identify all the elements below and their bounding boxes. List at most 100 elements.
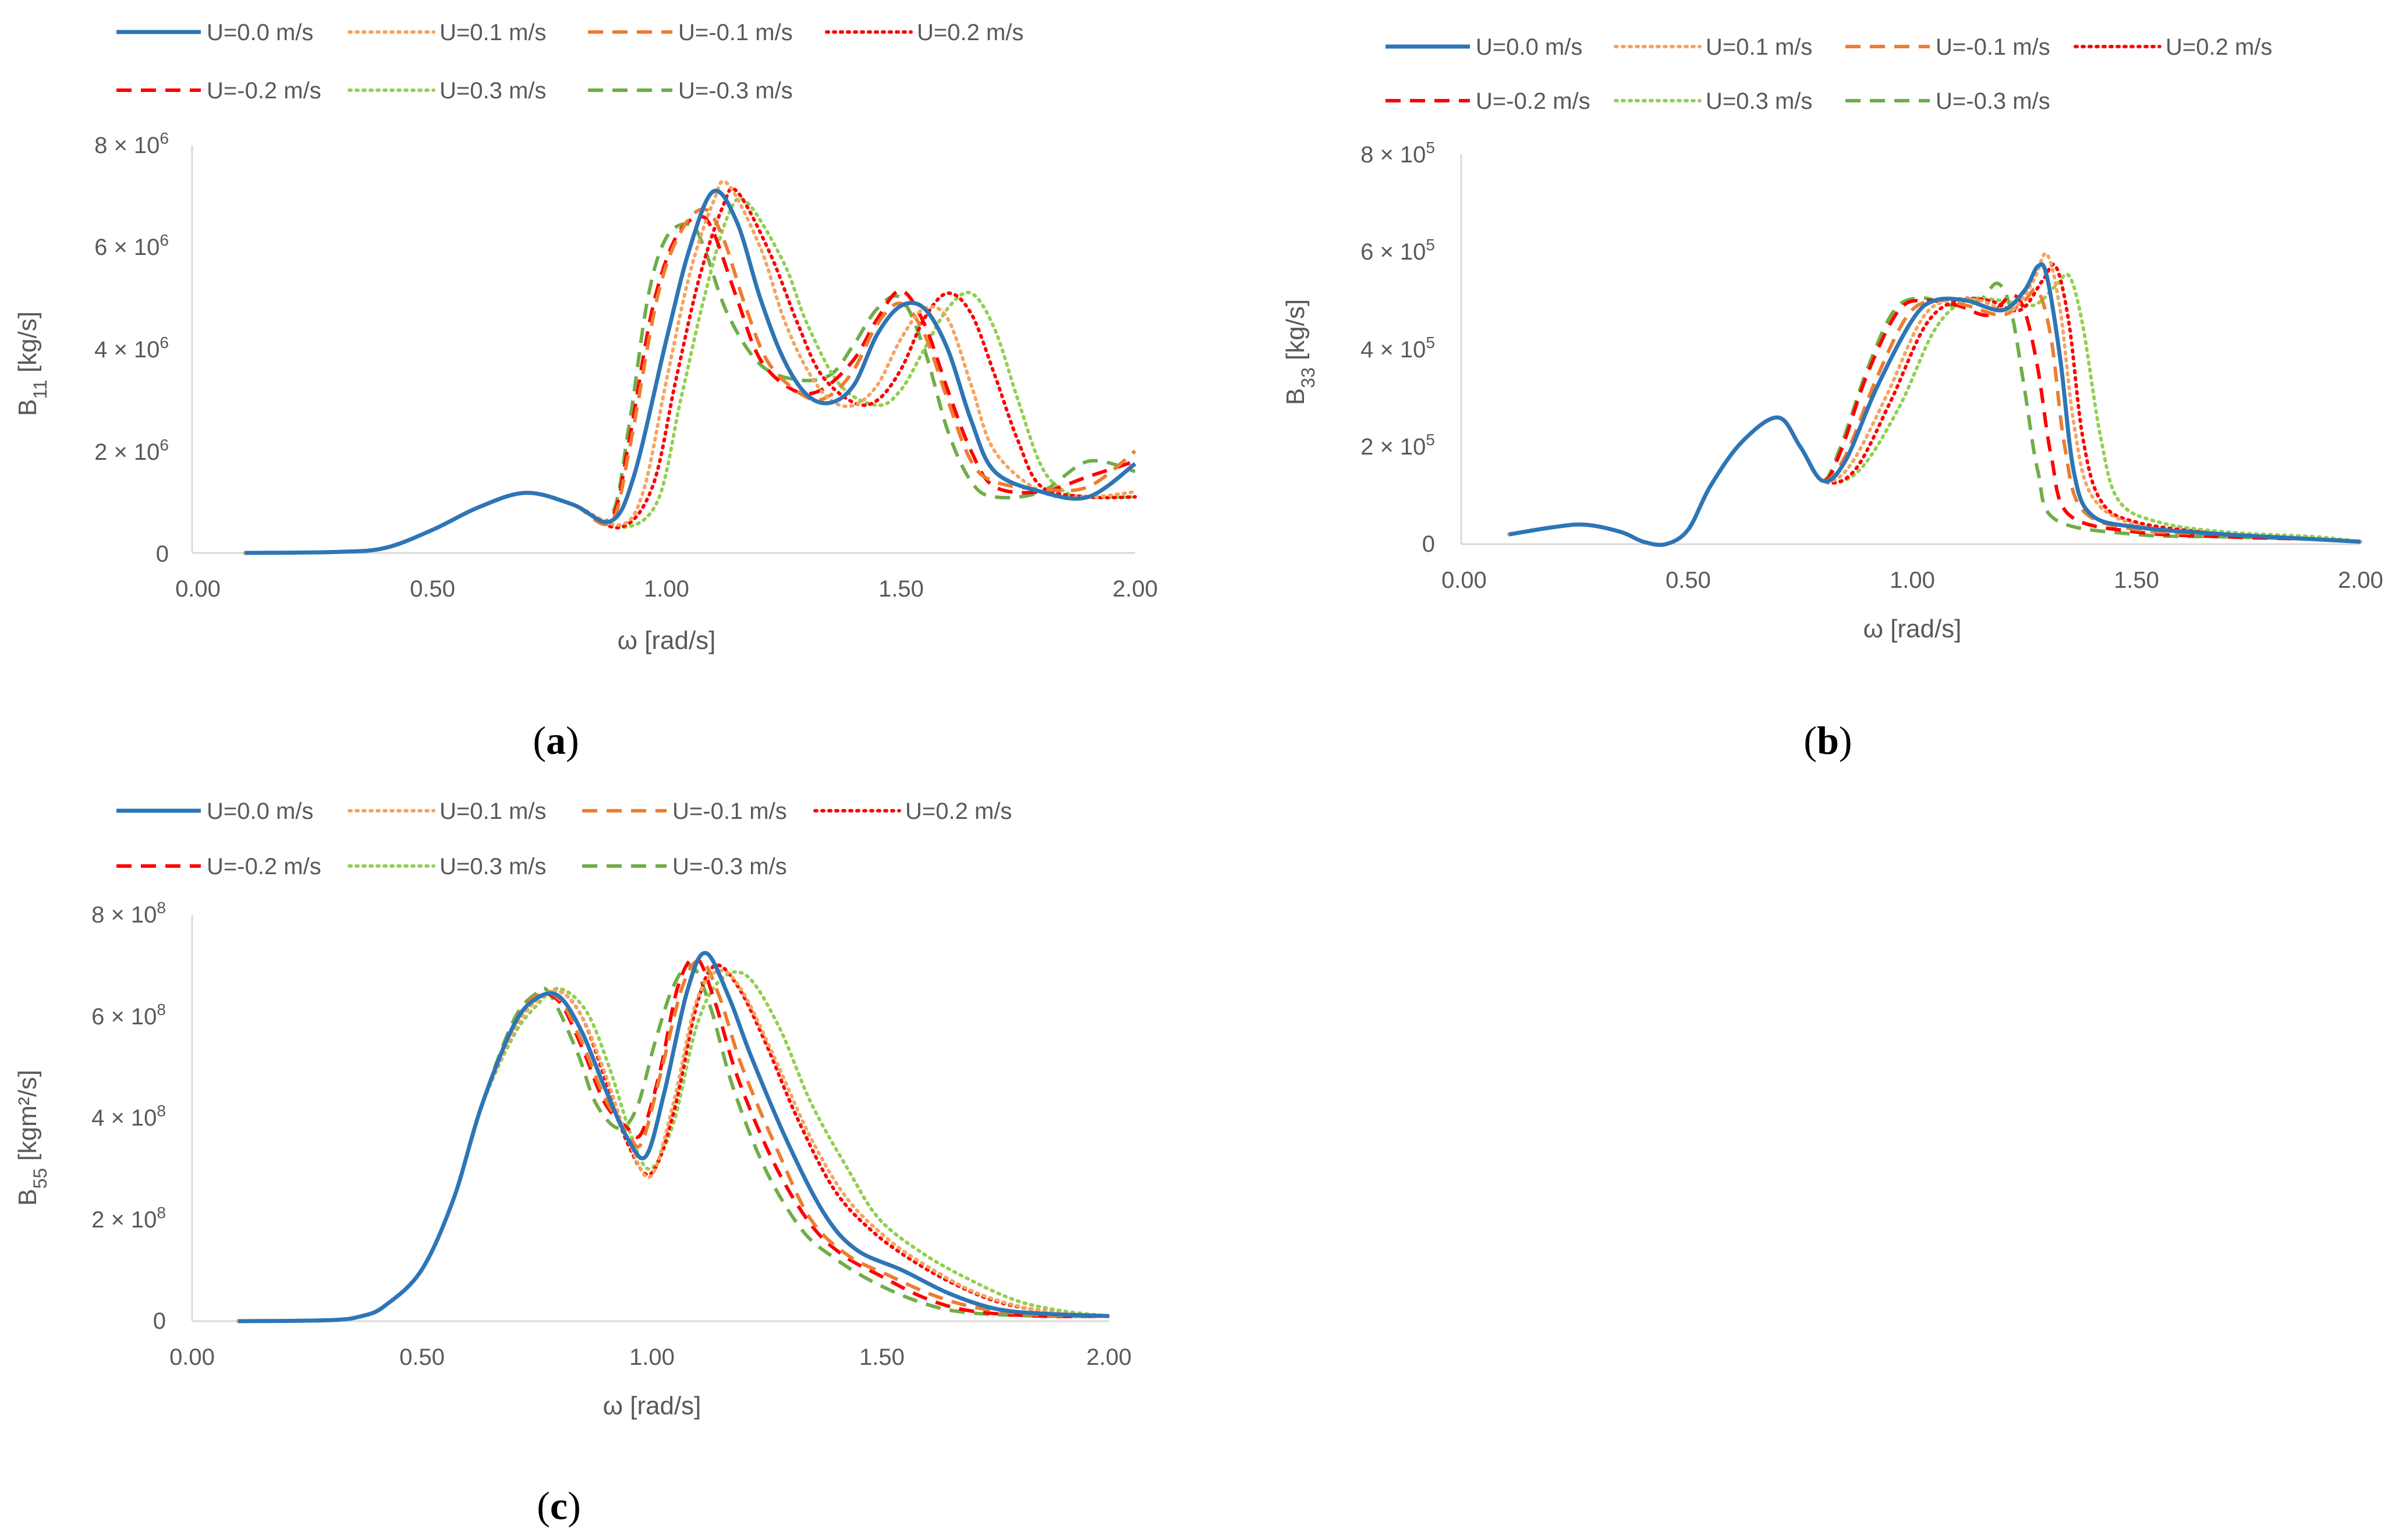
- y-tick-label: 4 × 105: [1360, 333, 1435, 363]
- series-line-u0.0ms: [238, 950, 1110, 1323]
- series-line-u0.1ms: [236, 968, 1111, 1323]
- x-tick-label: 2.00: [1086, 1344, 1132, 1370]
- series-line-u0.2ms: [243, 186, 1137, 555]
- panel-a: U=0.0 m/s U=0.1 m/s U=-0.1 m/s U=0.2 m/s…: [13, 20, 1158, 762]
- x-tick-label: 0.50: [1666, 567, 1711, 593]
- legend-label: U=0.2 m/s: [905, 799, 1012, 824]
- y-axis-label: B55 [kgm²/s]: [13, 1070, 51, 1206]
- series-line-u0.3ms: [236, 970, 1111, 1323]
- legend-label: U=0.1 m/s: [440, 20, 546, 45]
- legend-item: U=0.2 m/s: [813, 799, 1012, 824]
- series-group: [236, 950, 1111, 1323]
- y-label-base: B: [13, 399, 42, 416]
- y-label-unit: [kg/s]: [1281, 299, 1310, 360]
- legend-item: U=-0.2 m/s: [1385, 88, 1590, 114]
- y-tick-label: 0: [156, 541, 169, 567]
- legend-label: U=-0.2 m/s: [1476, 88, 1590, 114]
- x-tick-label: 2.00: [1112, 576, 1158, 602]
- x-axis-label: ω [rad/s]: [1863, 615, 1962, 643]
- legend-item: U=0.2 m/s: [2074, 34, 2272, 60]
- y-label-unit: [kgm²/s]: [13, 1070, 42, 1161]
- legend-label: U=0.0 m/s: [207, 799, 313, 824]
- legend-label: U=0.3 m/s: [440, 854, 546, 879]
- x-tick-label: 0.00: [1441, 567, 1487, 593]
- y-tick-label: 0: [1422, 531, 1435, 557]
- legend-label: U=0.2 m/s: [2166, 34, 2272, 60]
- y-label-spacer: [13, 372, 42, 379]
- y-label-base: B: [13, 1188, 42, 1205]
- x-tick-label: 1.50: [859, 1344, 905, 1370]
- y-label-sub: 33: [1298, 367, 1319, 388]
- legend-label: U=-0.2 m/s: [207, 854, 321, 879]
- y-label-sub: 55: [30, 1168, 51, 1189]
- legend-item: U=0.1 m/s: [348, 799, 546, 824]
- caption: (b): [1803, 718, 1852, 762]
- legend-item: U=0.3 m/s: [348, 854, 546, 879]
- legend-item: U=-0.1 m/s: [1845, 34, 2050, 60]
- y-tick-label: 2 × 106: [94, 436, 169, 465]
- y-tick-label: 6 × 108: [91, 1000, 166, 1030]
- series-group: [1507, 251, 2362, 547]
- legend-label: U=-0.1 m/s: [678, 20, 793, 45]
- series-line-u-0.1ms: [244, 207, 1136, 555]
- x-tick-labels: 0.00 0.50 1.00 1.50 2.00: [169, 1344, 1132, 1370]
- legend-label: U=0.3 m/s: [440, 78, 546, 104]
- legend-item: U=-0.2 m/s: [116, 78, 321, 104]
- legend-item: U=-0.1 m/s: [588, 20, 793, 45]
- x-tick-label: 0.00: [169, 1344, 215, 1370]
- series-line-u-0.2ms: [1508, 293, 2361, 547]
- y-tick-label: 6 × 106: [94, 231, 169, 260]
- legend-item: U=0.3 m/s: [348, 78, 546, 104]
- legend-label: U=-0.3 m/s: [1936, 88, 2050, 114]
- legend-item: U=-0.3 m/s: [582, 854, 787, 879]
- legend-item: U=0.2 m/s: [825, 20, 1023, 45]
- y-label-spacer: [13, 1161, 42, 1168]
- legend-label: U=0.2 m/s: [917, 20, 1023, 45]
- series-line-u-0.1ms: [238, 959, 1110, 1323]
- series-line-u-0.1ms: [1508, 287, 2361, 547]
- y-tick-label: 4 × 108: [91, 1102, 166, 1131]
- legend-label: U=-0.3 m/s: [678, 78, 793, 104]
- x-tick-label: 1.00: [1890, 567, 1935, 593]
- legend-label: U=0.0 m/s: [1476, 34, 1582, 60]
- x-tick-label: 1.50: [878, 576, 924, 602]
- legend-label: U=-0.1 m/s: [672, 799, 787, 824]
- x-axis-label: ω [rad/s]: [603, 1392, 701, 1420]
- legend-item: U=0.3 m/s: [1614, 88, 1812, 114]
- legend-label: U=-0.2 m/s: [207, 78, 321, 104]
- y-tick-label: 2 × 108: [91, 1204, 166, 1233]
- y-tick-label: 6 × 105: [1360, 236, 1435, 265]
- y-tick-label: 4 × 106: [94, 333, 169, 363]
- panel-b: U=0.0 m/s U=0.1 m/s U=-0.1 m/s U=0.2 m/s…: [1281, 34, 2383, 762]
- x-axis-label: ω [rad/s]: [618, 626, 716, 655]
- legend-item: U=-0.1 m/s: [582, 799, 787, 824]
- x-tick-label: 0.00: [175, 576, 221, 602]
- caption: (c): [537, 1484, 581, 1528]
- y-label-spacer: [1281, 360, 1310, 367]
- y-label-base: B: [1281, 388, 1310, 405]
- legend-item: U=0.0 m/s: [116, 799, 313, 824]
- legend-label: U=0.3 m/s: [1706, 88, 1812, 114]
- legend-label: U=0.1 m/s: [1706, 34, 1812, 60]
- x-tick-label: 2.00: [2338, 567, 2383, 593]
- y-tick-labels: 0 2 × 106 4 × 106 6 × 106 8 × 106: [94, 129, 169, 567]
- y-tick-label: 2 × 105: [1360, 431, 1435, 460]
- legend-item: U=-0.3 m/s: [1845, 88, 2050, 114]
- legend-item: U=0.0 m/s: [1385, 34, 1582, 60]
- series-line-u0.2ms: [236, 963, 1111, 1323]
- series-line-u0.0ms: [1508, 262, 2361, 547]
- series-group: [243, 179, 1137, 555]
- y-axis-label: B33 [kg/s]: [1281, 299, 1319, 405]
- svg-text:B11 [kg/s]: B11 [kg/s]: [13, 311, 51, 416]
- legend: U=0.0 m/s U=0.1 m/s U=-0.1 m/s U=0.2 m/s…: [116, 20, 1023, 104]
- x-tick-label: 0.50: [410, 576, 455, 602]
- svg-text:B33 [kg/s]: B33 [kg/s]: [1281, 299, 1319, 405]
- y-tick-label: 8 × 105: [1360, 139, 1435, 168]
- legend-label: U=-0.3 m/s: [672, 854, 787, 879]
- caption: (a): [533, 718, 579, 762]
- legend: U=0.0 m/s U=0.1 m/s U=-0.1 m/s U=0.2 m/s…: [1385, 34, 2272, 114]
- series-line-u0.1ms: [1507, 251, 2362, 547]
- x-tick-label: 1.50: [2114, 567, 2159, 593]
- legend-item: U=-0.2 m/s: [116, 854, 321, 879]
